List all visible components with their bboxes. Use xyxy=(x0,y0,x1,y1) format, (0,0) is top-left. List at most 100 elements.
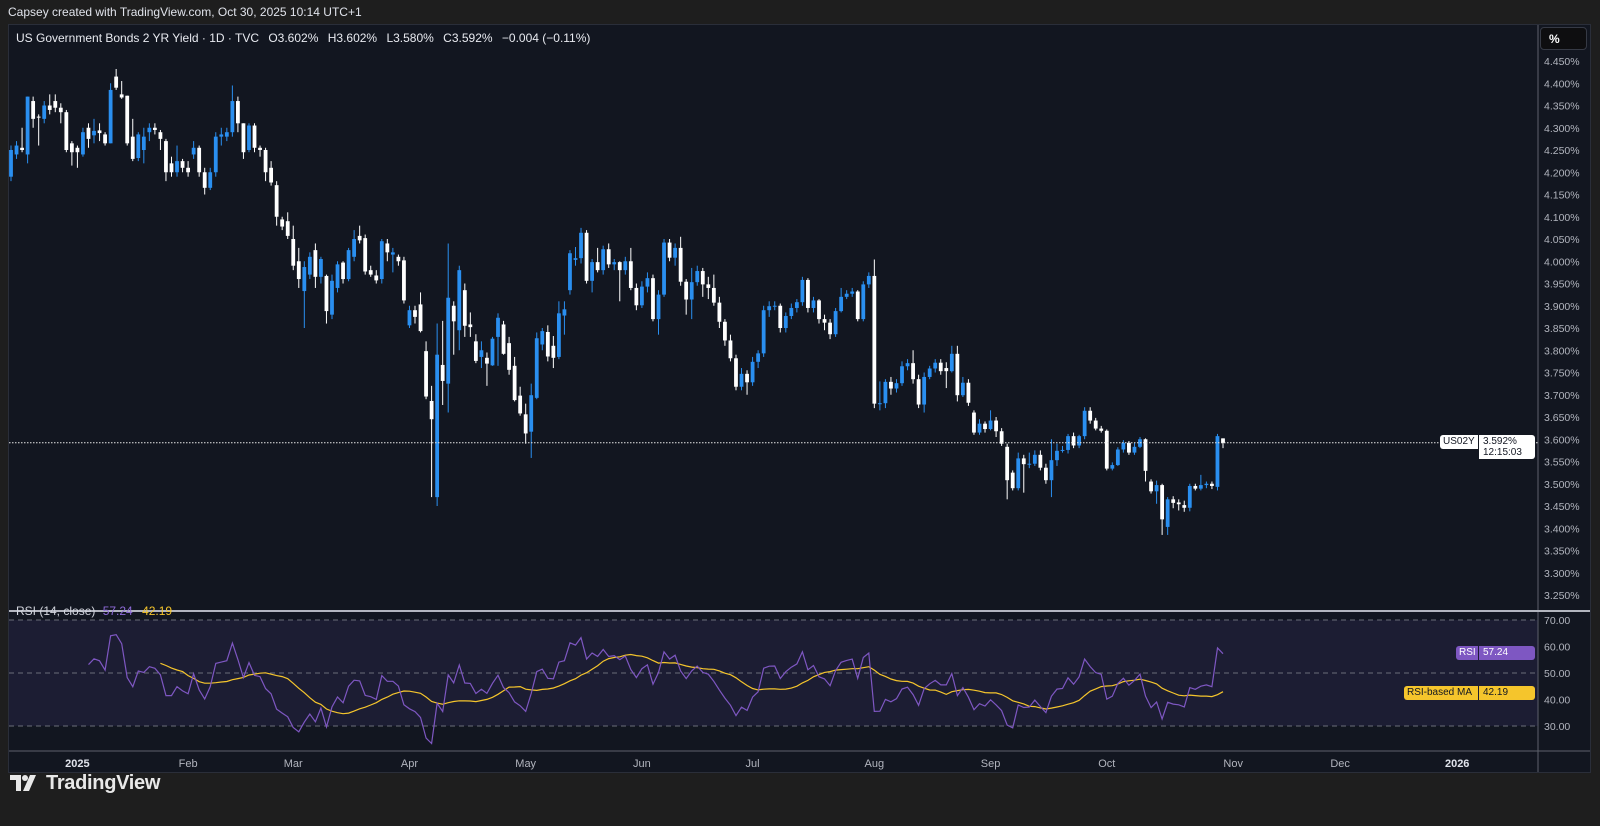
candle-body xyxy=(717,302,722,322)
candle xyxy=(402,256,406,304)
symbol-title[interactable]: US Government Bonds 2 YR Yield · 1D · TV… xyxy=(16,31,259,45)
candle xyxy=(933,359,938,373)
rsi-tick-label: 50.00 xyxy=(1544,668,1570,680)
price-tick-label: 3.800% xyxy=(1544,345,1580,357)
candle xyxy=(274,181,279,226)
symbol-legend[interactable]: US Government Bonds 2 YR Yield · 1D · TV… xyxy=(16,31,596,45)
candle-body xyxy=(269,167,274,183)
candle-body xyxy=(1176,502,1181,505)
rsi-title[interactable]: RSI (14, close) xyxy=(16,604,96,618)
candle xyxy=(324,274,329,324)
candle xyxy=(47,94,52,115)
candle xyxy=(844,290,849,300)
candle xyxy=(745,370,749,395)
candle-body xyxy=(363,238,368,272)
candle-body xyxy=(335,264,340,288)
candle-body xyxy=(14,145,19,155)
candle-body xyxy=(435,354,440,498)
candle xyxy=(396,254,401,266)
candle-body xyxy=(479,350,484,357)
candle xyxy=(307,252,312,280)
tradingview-logo-icon xyxy=(10,775,36,791)
price-tick-label: 3.450% xyxy=(1544,501,1580,513)
time-axis[interactable]: 2025 Feb Mar Apr May Jun Jul Aug Sep Oct Nov Dec 202… xyxy=(65,758,1469,770)
candle xyxy=(219,127,224,146)
candle-body xyxy=(302,267,307,292)
candle xyxy=(872,259,877,409)
candle xyxy=(994,417,998,438)
price-tick-label: 4.250% xyxy=(1544,145,1580,157)
candle-body xyxy=(1198,485,1203,489)
candle-body xyxy=(1055,450,1059,461)
candle xyxy=(374,270,379,284)
candle-body xyxy=(47,105,52,110)
candle-body xyxy=(1187,485,1192,508)
candle-body xyxy=(938,362,943,372)
candle-body xyxy=(861,284,866,320)
candle-body xyxy=(806,279,810,308)
candle xyxy=(955,345,960,402)
candle xyxy=(191,141,196,159)
candle-body xyxy=(385,243,390,253)
candle-body xyxy=(208,172,213,188)
candle xyxy=(385,239,390,262)
candle xyxy=(103,132,107,146)
candle xyxy=(927,365,932,380)
candle-body xyxy=(518,395,523,414)
price-tick-label: 4.300% xyxy=(1544,123,1580,135)
candle-body xyxy=(894,383,899,389)
candle xyxy=(584,230,589,284)
time-tick-label: Apr xyxy=(401,758,418,770)
candle xyxy=(136,132,141,162)
candle xyxy=(379,239,384,284)
candle-body xyxy=(1154,485,1159,492)
candle xyxy=(645,272,650,293)
candle-body xyxy=(1215,436,1220,487)
candle xyxy=(767,301,772,317)
candle-body xyxy=(1060,449,1065,451)
rsi-legend[interactable]: RSI (14, close) 57.24 42.19 xyxy=(16,604,172,618)
candle-body xyxy=(540,331,545,345)
candle-body xyxy=(236,101,240,124)
candle-body xyxy=(634,287,639,306)
candle xyxy=(457,265,462,351)
candle xyxy=(197,145,202,177)
candle-body xyxy=(252,125,257,148)
candle xyxy=(523,403,528,444)
candle-body xyxy=(1077,436,1082,446)
candle-body xyxy=(640,286,644,306)
candle xyxy=(86,123,91,148)
candle xyxy=(1127,441,1131,455)
candle-body xyxy=(81,132,85,155)
candle xyxy=(241,123,246,159)
candle xyxy=(1121,440,1126,453)
rsi-ma-line xyxy=(160,653,1224,715)
candle-body xyxy=(319,259,323,277)
candle-body xyxy=(723,321,727,341)
candle xyxy=(280,216,285,231)
candle xyxy=(263,147,268,182)
tradingview-logo[interactable]: TradingView xyxy=(10,772,160,794)
candle-body xyxy=(866,275,871,285)
chart-frame[interactable]: 3.250% 3.300% 3.350% 3.400% 3.450% 3.500% 3.55… xyxy=(8,24,1591,773)
percent-scale-button[interactable]: % xyxy=(1540,27,1587,50)
candle-body xyxy=(390,252,395,255)
candle-body xyxy=(1082,410,1087,437)
price-tick-label: 4.050% xyxy=(1544,234,1580,246)
candle-body xyxy=(1071,436,1076,446)
candle-body xyxy=(374,275,379,281)
candle-body xyxy=(811,300,816,308)
candle xyxy=(296,247,301,288)
candle-body xyxy=(877,403,882,405)
price-axis[interactable]: 3.250% 3.300% 3.350% 3.400% 3.450% 3.500% 3.55… xyxy=(1544,56,1580,602)
candle-body xyxy=(1221,438,1225,443)
candle xyxy=(551,336,556,369)
candle-body xyxy=(1027,463,1032,465)
candle-body xyxy=(656,294,661,320)
chart-canvas[interactable]: 3.250% 3.300% 3.350% 3.400% 3.450% 3.500% 3.55… xyxy=(9,25,1591,773)
time-tick-label: Jul xyxy=(746,758,760,770)
candle xyxy=(1060,445,1065,453)
candle xyxy=(330,274,334,320)
candle-body xyxy=(839,296,844,312)
candle-body xyxy=(1149,481,1153,492)
